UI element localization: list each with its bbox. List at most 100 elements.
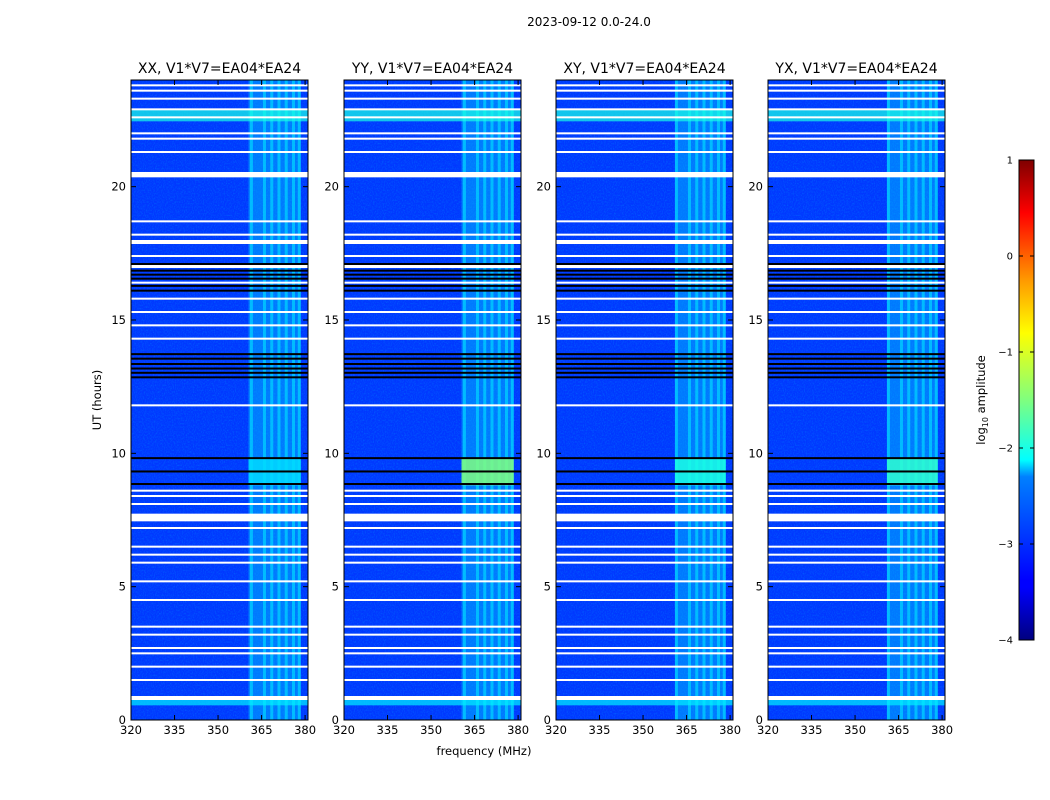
flagged-row	[344, 137, 521, 140]
flagged-row	[768, 311, 945, 313]
flagged-row	[556, 233, 733, 236]
black-row	[556, 483, 733, 485]
flagged-row	[131, 108, 308, 111]
y-tick-label: 15	[748, 313, 763, 327]
flagged-row	[131, 324, 308, 327]
black-row	[556, 263, 733, 265]
black-row	[131, 371, 308, 374]
panel-title: XY, V1*V7=EA04*EA24	[563, 61, 725, 77]
rfi-channel	[483, 80, 487, 720]
flagged-row	[344, 89, 521, 92]
y-tick-label: 10	[748, 446, 763, 460]
flagged-row	[344, 337, 521, 340]
black-row	[768, 376, 945, 379]
flagged-row	[344, 647, 521, 649]
colorbar-tick-label: 1	[1007, 156, 1013, 167]
flagged-row	[556, 633, 733, 636]
flagged-row	[131, 84, 308, 87]
flagged-gap	[344, 264, 521, 268]
black-row	[768, 483, 945, 485]
flagged-row	[131, 561, 308, 564]
flagged-gap	[131, 514, 308, 522]
black-row	[556, 284, 733, 287]
flagged-row	[768, 647, 945, 649]
flagged-gap	[768, 514, 945, 522]
x-tick-label: 335	[589, 723, 611, 737]
flagged-row	[768, 151, 945, 153]
rfi-channel	[475, 80, 479, 720]
flagged-row	[131, 599, 308, 601]
x-tick-label: 365	[888, 723, 910, 737]
flagged-row	[344, 311, 521, 313]
black-row	[768, 470, 945, 473]
black-row	[344, 273, 521, 276]
black-row	[131, 483, 308, 485]
flagged-gap	[768, 696, 945, 700]
flagged-row	[556, 599, 733, 601]
flagged-row	[556, 151, 733, 153]
colorbar-tick-label: 0	[1007, 252, 1013, 263]
panel-heatmap	[768, 80, 945, 720]
black-row	[556, 353, 733, 356]
flagged-gap	[344, 514, 521, 522]
black-row	[344, 277, 521, 280]
rfi-channel	[914, 80, 918, 720]
flagged-row	[131, 527, 308, 529]
flagged-row	[768, 137, 945, 140]
black-row	[131, 367, 308, 370]
flagged-row	[768, 132, 945, 135]
panel-heatmap	[556, 80, 733, 720]
flagged-row	[344, 84, 521, 87]
rfi-channel	[921, 80, 925, 720]
bright-time-band	[768, 700, 945, 706]
black-row	[768, 363, 945, 365]
x-tick-label: 320	[757, 723, 779, 737]
flagged-gap	[768, 240, 945, 244]
flagged-row	[768, 679, 945, 681]
panel-frame	[343, 79, 522, 721]
y-tick-label: 15	[324, 313, 339, 327]
black-row	[344, 363, 521, 365]
flagged-row	[344, 625, 521, 628]
x-tick-label: 350	[844, 723, 866, 737]
flagged-row	[131, 116, 308, 119]
rfi-channel	[497, 80, 501, 720]
black-row	[768, 353, 945, 356]
flagged-row	[344, 233, 521, 236]
rfi-channel	[297, 80, 301, 720]
black-row	[131, 273, 308, 276]
flagged-row	[556, 220, 733, 223]
flagged-row	[131, 404, 308, 407]
flagged-row	[556, 311, 733, 313]
flagged-row	[344, 404, 521, 407]
panel-2: YY, V1*V7=EA04*EA24 320 335 350 365 380 0 5 10 15…	[324, 61, 529, 737]
y-tick-label: 10	[324, 446, 339, 460]
y-tick-label: 10	[536, 446, 551, 460]
flagged-row	[344, 580, 521, 583]
panel-title: YY, V1*V7=EA04*EA24	[351, 61, 513, 77]
x-tick-label: 335	[377, 723, 399, 737]
black-row	[131, 284, 308, 287]
flagged-row	[344, 116, 521, 119]
flagged-row	[768, 545, 945, 548]
y-tick-label: 5	[332, 580, 339, 594]
flagged-row	[131, 679, 308, 681]
x-tick-label: 365	[676, 723, 698, 737]
flagged-row	[131, 652, 308, 655]
flagged-row	[556, 625, 733, 628]
black-row	[131, 376, 308, 379]
flagged-row	[131, 337, 308, 340]
flagged-row	[131, 311, 308, 313]
x-tick-label: 365	[251, 723, 273, 737]
black-row	[556, 277, 733, 280]
flagged-row	[768, 97, 945, 100]
flagged-row	[344, 489, 521, 492]
black-row	[768, 277, 945, 280]
flagged-row	[556, 97, 733, 100]
panel-title: XX, V1*V7=EA04*EA24	[138, 61, 301, 77]
flagged-row	[344, 503, 521, 505]
panel-1: XX, V1*V7=EA04*EA24 320 335 350 365 380 0 5 10 15…	[111, 61, 316, 737]
rfi-channel	[695, 80, 699, 720]
flagged-row	[768, 652, 945, 655]
y-tick-label: 20	[748, 180, 763, 194]
